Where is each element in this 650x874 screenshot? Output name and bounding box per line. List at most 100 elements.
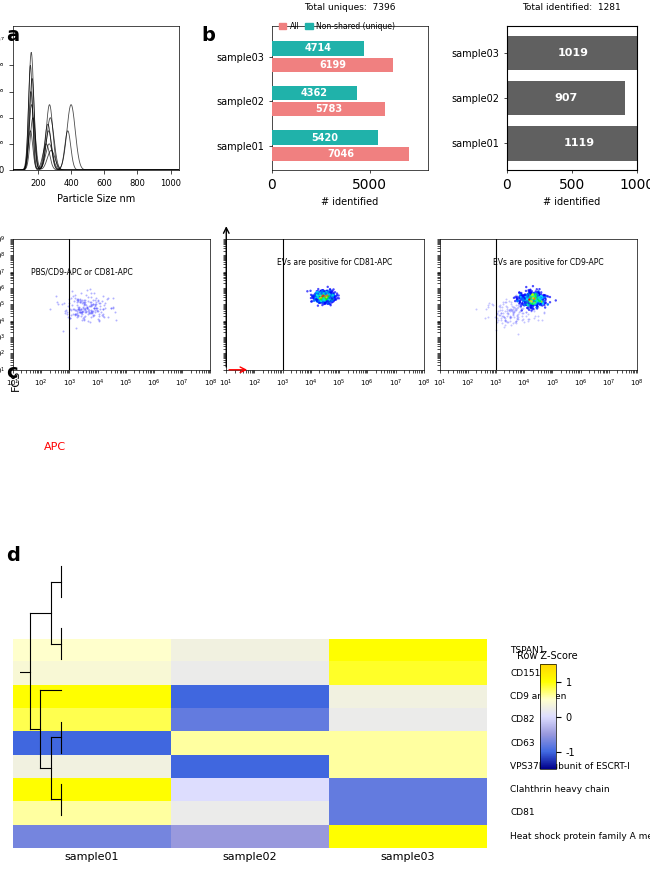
Point bbox=[320, 287, 330, 301]
Bar bbox=[272, 147, 410, 161]
Point bbox=[82, 282, 92, 296]
Point bbox=[326, 295, 337, 309]
Point bbox=[525, 292, 536, 306]
Point bbox=[328, 290, 338, 304]
Point bbox=[528, 288, 538, 302]
Point bbox=[521, 296, 532, 310]
Point bbox=[320, 289, 330, 303]
Point bbox=[320, 290, 331, 304]
Point bbox=[64, 302, 75, 316]
Point bbox=[528, 289, 538, 303]
Point bbox=[101, 292, 112, 306]
Point bbox=[80, 295, 90, 309]
Point bbox=[530, 288, 541, 302]
Point bbox=[90, 303, 100, 317]
Point bbox=[77, 294, 87, 308]
Point bbox=[72, 308, 82, 322]
Point bbox=[519, 295, 530, 309]
Point bbox=[312, 285, 322, 299]
Point bbox=[324, 291, 334, 305]
Point bbox=[314, 291, 324, 305]
Point bbox=[319, 291, 330, 305]
Point bbox=[308, 288, 318, 302]
Point bbox=[495, 311, 506, 325]
Point bbox=[312, 293, 322, 307]
Point bbox=[501, 306, 512, 320]
Point bbox=[53, 297, 63, 311]
Point bbox=[532, 286, 542, 300]
Point bbox=[323, 289, 333, 303]
Point bbox=[523, 292, 534, 306]
Point bbox=[526, 303, 537, 317]
Point bbox=[322, 291, 332, 305]
Point bbox=[483, 309, 493, 323]
Point bbox=[105, 302, 116, 316]
Point bbox=[317, 291, 327, 305]
Point bbox=[521, 280, 532, 294]
Point bbox=[480, 302, 491, 316]
Point bbox=[540, 289, 550, 303]
Point bbox=[528, 290, 539, 304]
Point bbox=[318, 291, 328, 305]
Point bbox=[323, 291, 333, 305]
Point bbox=[531, 294, 541, 308]
Point bbox=[317, 295, 328, 309]
Point bbox=[322, 291, 332, 305]
Point bbox=[526, 291, 536, 305]
Point bbox=[322, 288, 333, 302]
Point bbox=[316, 286, 326, 300]
Point bbox=[530, 296, 540, 310]
Point bbox=[540, 294, 551, 308]
Point bbox=[528, 301, 539, 315]
Point bbox=[324, 291, 335, 305]
Point bbox=[529, 295, 539, 309]
Point bbox=[528, 294, 538, 308]
Point bbox=[318, 292, 329, 306]
Point bbox=[309, 294, 320, 308]
Point bbox=[532, 297, 542, 311]
Point bbox=[536, 295, 546, 309]
Point bbox=[532, 287, 542, 301]
Point bbox=[509, 300, 519, 314]
Point bbox=[79, 302, 89, 316]
Point bbox=[315, 296, 326, 310]
Point bbox=[318, 288, 328, 302]
Point bbox=[507, 303, 517, 317]
Point bbox=[87, 304, 98, 318]
Point bbox=[534, 287, 544, 301]
Point bbox=[318, 291, 328, 305]
Point bbox=[529, 292, 539, 306]
Point bbox=[323, 288, 333, 302]
Point bbox=[523, 291, 533, 305]
Point bbox=[533, 293, 543, 307]
Point bbox=[515, 290, 526, 304]
Point bbox=[317, 292, 328, 306]
Point bbox=[532, 300, 543, 314]
Point bbox=[74, 300, 85, 314]
Point bbox=[531, 292, 541, 306]
Point bbox=[526, 289, 537, 303]
Point bbox=[525, 290, 536, 304]
Point bbox=[325, 285, 335, 299]
Point bbox=[82, 302, 92, 316]
Point bbox=[527, 288, 538, 302]
Point bbox=[526, 293, 536, 307]
Point bbox=[77, 310, 88, 324]
Point bbox=[529, 289, 539, 303]
Point bbox=[111, 313, 122, 327]
Point bbox=[536, 313, 547, 327]
Point bbox=[323, 287, 333, 301]
Point bbox=[311, 288, 322, 302]
Point bbox=[530, 295, 541, 309]
Point bbox=[314, 296, 324, 310]
Point bbox=[511, 316, 521, 330]
Point bbox=[322, 294, 333, 308]
Point bbox=[318, 287, 328, 301]
Point bbox=[532, 288, 543, 302]
Point bbox=[320, 287, 330, 301]
Point bbox=[311, 290, 322, 304]
Point bbox=[324, 288, 335, 302]
Point bbox=[516, 298, 526, 312]
Point bbox=[518, 291, 528, 305]
Point bbox=[528, 295, 539, 309]
